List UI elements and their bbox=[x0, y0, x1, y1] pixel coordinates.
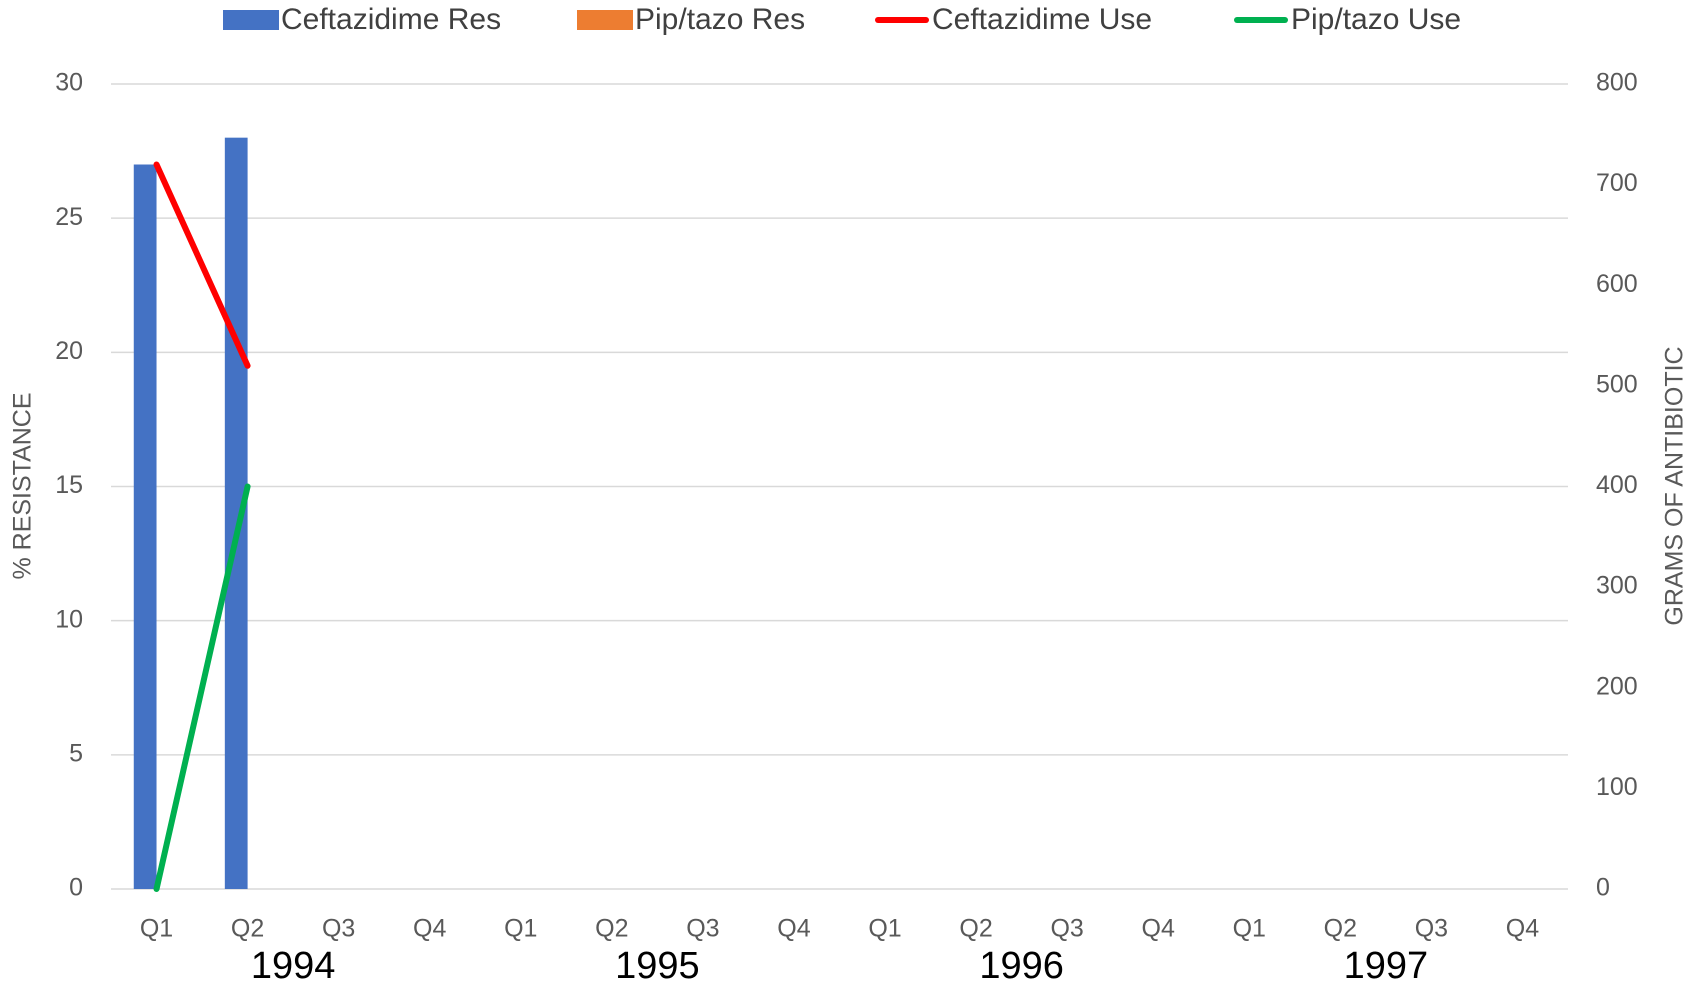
x-tick-label: Q1 bbox=[140, 915, 173, 943]
legend-label: Pip/tazo Use bbox=[1291, 3, 1461, 36]
line-series bbox=[153, 161, 251, 369]
x-tick-label: Q2 bbox=[595, 915, 628, 943]
year-label: 1995 bbox=[615, 945, 700, 986]
year-label: 1994 bbox=[251, 945, 336, 986]
y2-axis-title: GRAMS OF ANTIBIOTIC bbox=[1661, 346, 1689, 625]
x-tick-label: Q4 bbox=[413, 915, 446, 943]
y-tick-label: 10 bbox=[55, 605, 83, 633]
y2-tick-label: 500 bbox=[1596, 370, 1638, 398]
y2-tick-label: 100 bbox=[1596, 773, 1638, 801]
legend-label: Ceftazidime Use bbox=[932, 3, 1152, 36]
x-tick-label: Q3 bbox=[1415, 915, 1448, 943]
legend-swatch bbox=[223, 10, 279, 30]
y-tick-label: 20 bbox=[55, 337, 83, 365]
y-tick-label: 30 bbox=[55, 69, 83, 97]
year-label: 1996 bbox=[979, 945, 1064, 986]
x-tick-label: Q3 bbox=[322, 915, 355, 943]
line-series bbox=[153, 483, 251, 892]
bar bbox=[133, 164, 157, 889]
x-tick-label: Q1 bbox=[504, 915, 537, 943]
x-tick-label: Q2 bbox=[959, 915, 992, 943]
legend-label: Ceftazidime Res bbox=[281, 3, 501, 36]
y-tick-label: 0 bbox=[69, 874, 83, 902]
y-tick-label: 25 bbox=[55, 203, 83, 231]
x-tick-label: Q3 bbox=[686, 915, 719, 943]
y-axis-title: % RESISTANCE bbox=[9, 392, 37, 579]
y2-tick-label: 700 bbox=[1596, 169, 1638, 197]
y-tick-label: 5 bbox=[69, 739, 83, 767]
y2-tick-label: 800 bbox=[1596, 69, 1638, 97]
y2-tick-label: 400 bbox=[1596, 471, 1638, 499]
y-tick-label: 15 bbox=[55, 471, 83, 499]
legend-swatch bbox=[577, 10, 633, 30]
year-label: 1997 bbox=[1344, 945, 1429, 986]
legend-label: Pip/tazo Res bbox=[635, 3, 805, 36]
x-tick-label: Q4 bbox=[1506, 915, 1539, 943]
x-tick-label: Q4 bbox=[777, 915, 810, 943]
x-tick-label: Q2 bbox=[231, 915, 264, 943]
x-tick-label: Q4 bbox=[1142, 915, 1175, 943]
y2-tick-label: 0 bbox=[1596, 874, 1610, 902]
y2-tick-label: 200 bbox=[1596, 672, 1638, 700]
x-tick-label: Q1 bbox=[868, 915, 901, 943]
x-tick-label: Q1 bbox=[1233, 915, 1266, 943]
y2-tick-label: 600 bbox=[1596, 270, 1638, 298]
y2-tick-label: 300 bbox=[1596, 572, 1638, 600]
x-tick-label: Q2 bbox=[1324, 915, 1357, 943]
x-tick-label: Q3 bbox=[1050, 915, 1083, 943]
